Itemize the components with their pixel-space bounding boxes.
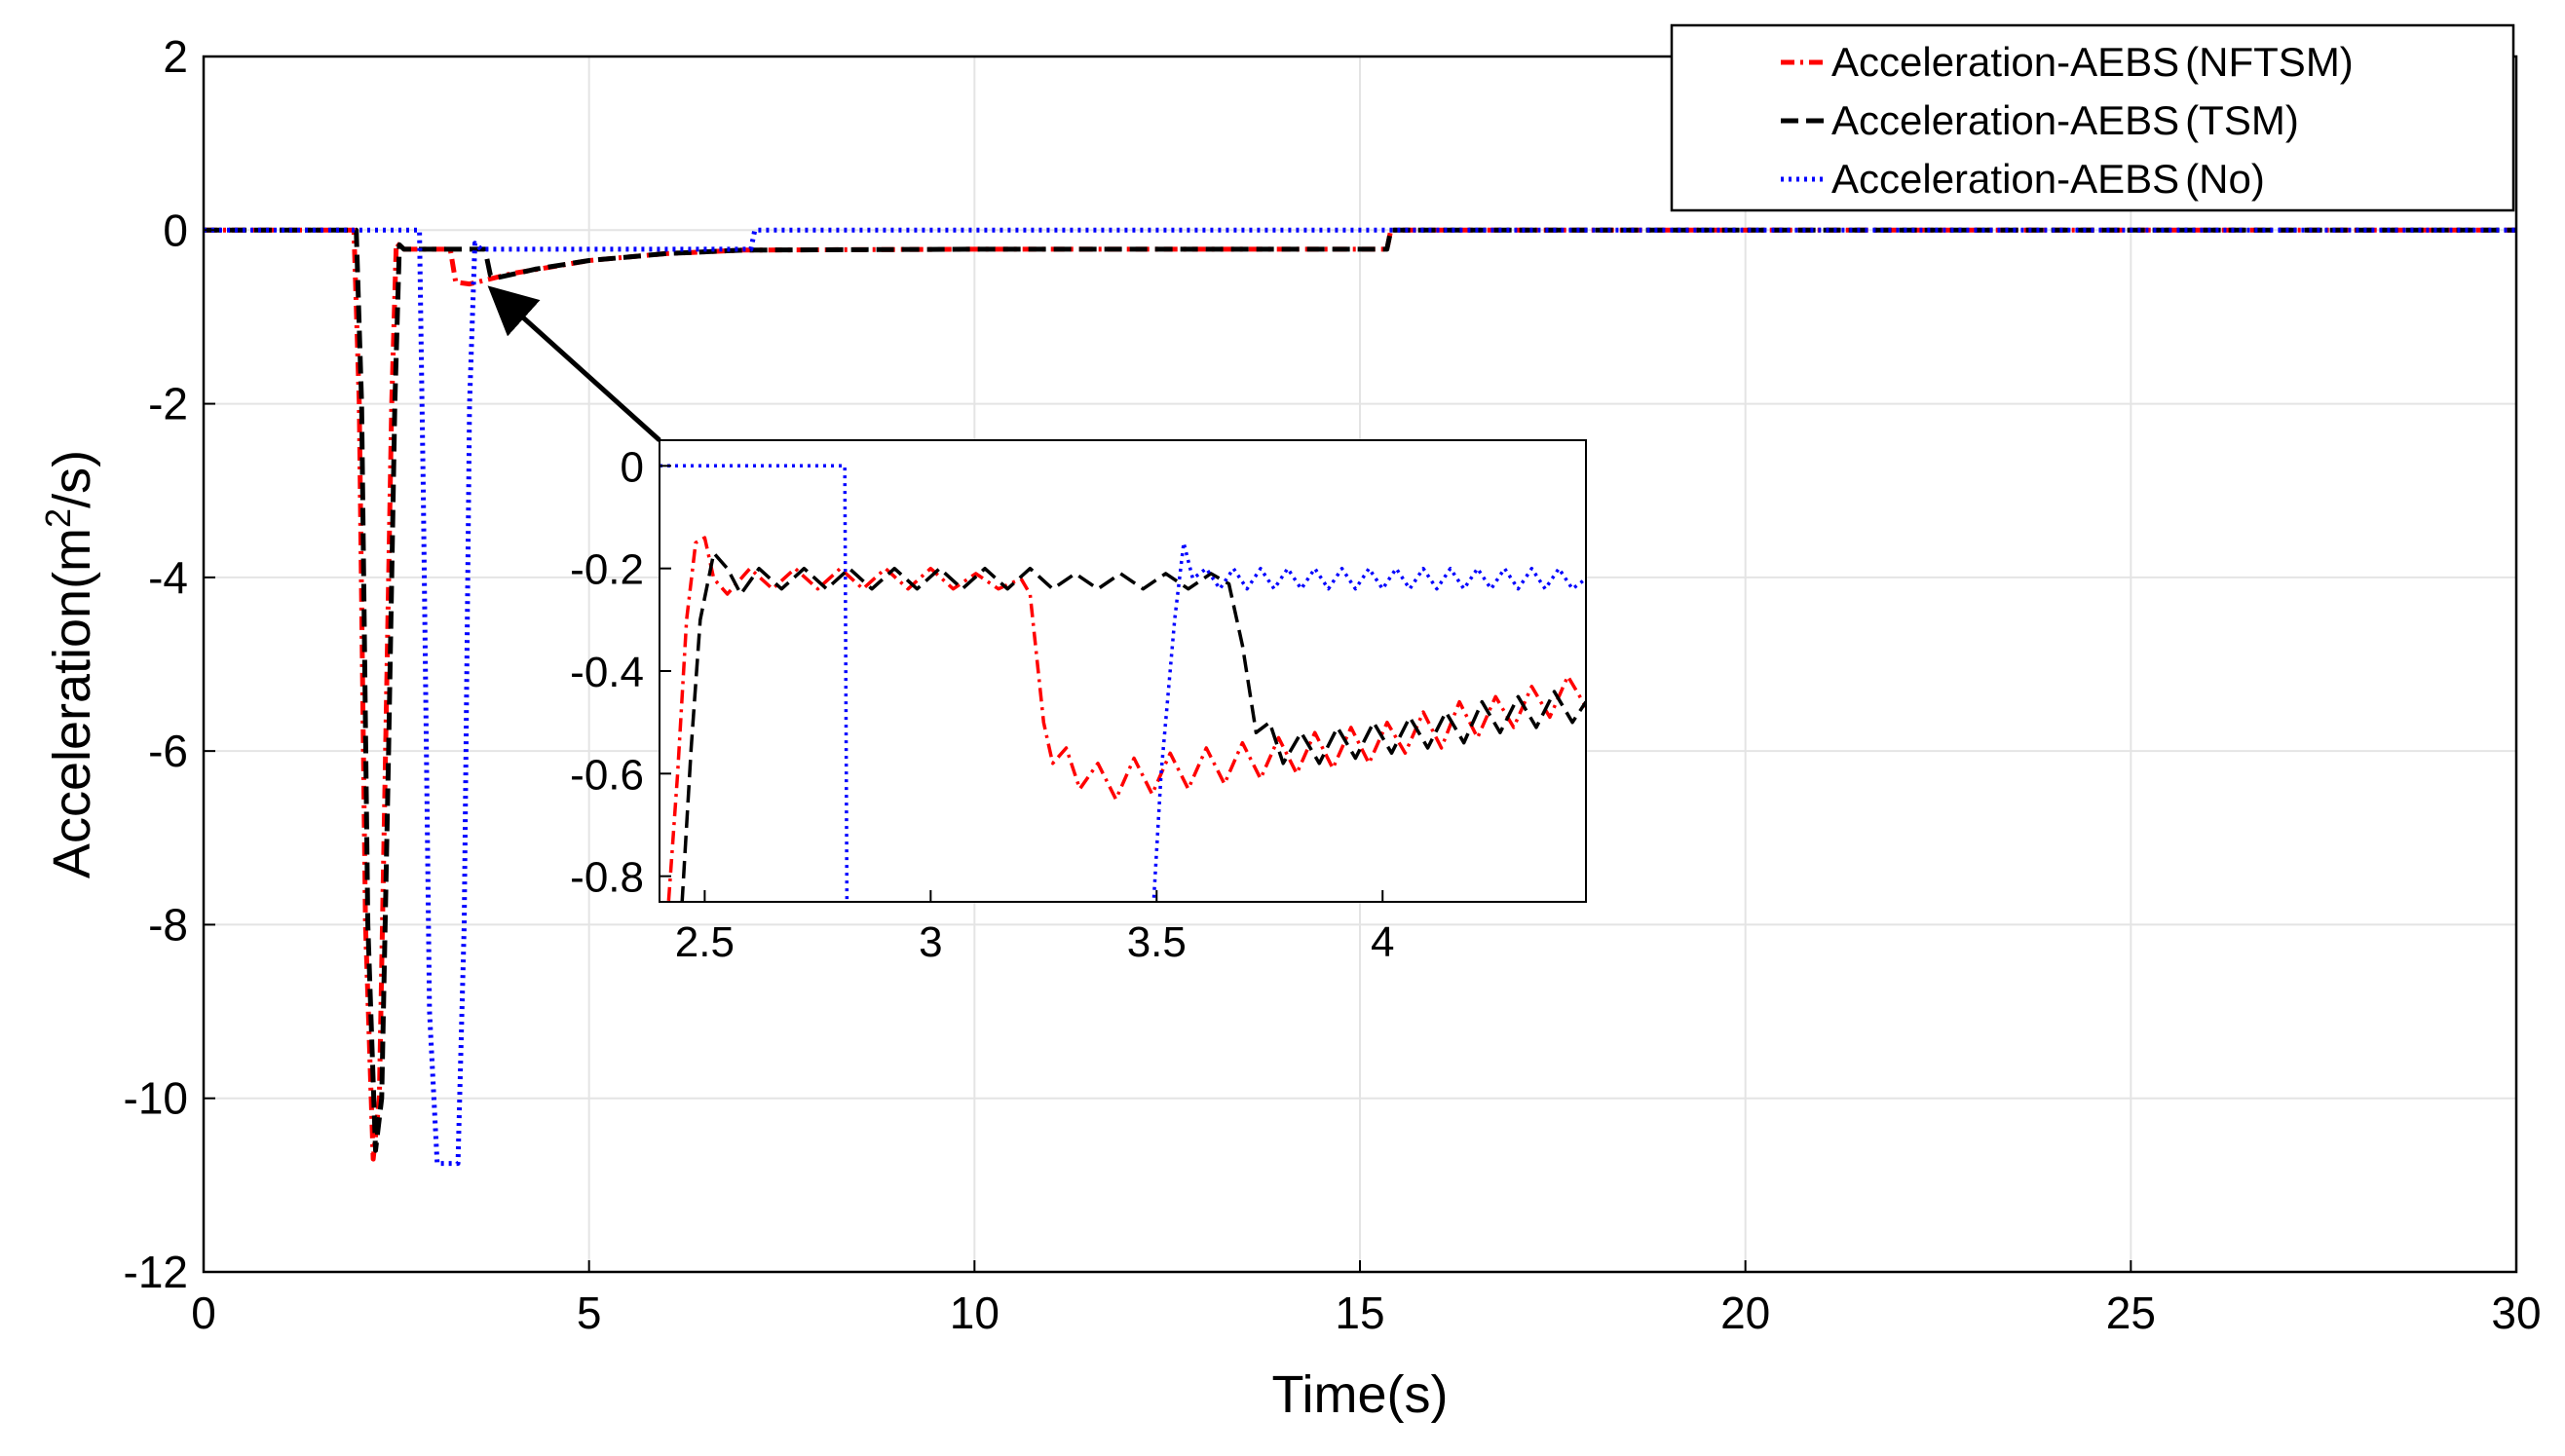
main-ytick-label: -6 [148, 726, 188, 776]
y-axis-label-tail: /s) [43, 450, 101, 508]
main-xtick-label: 10 [950, 1288, 1000, 1338]
legend-name-tsm: Acceleration-AEBS [1831, 97, 2179, 143]
inset-ytick-label: -0.2 [570, 546, 644, 594]
inset-ytick-label: 0 [621, 443, 644, 491]
main-ytick-label: -8 [148, 899, 188, 950]
x-axis-label: Time(s) [1272, 1365, 1449, 1424]
main-series-acceleration-aebs-no [204, 227, 2516, 1167]
legend-name-no: Acceleration-AEBS [1831, 156, 2179, 202]
legend-suffix-no: (No) [2185, 156, 2265, 202]
main-ytick-label: -4 [148, 552, 188, 603]
inset-xtick-label: 3 [919, 918, 942, 966]
inset-ticks: 2.5 3 3.5 4 0 -0.2 -0.4 -0.6 -0.8 [570, 443, 1394, 966]
inset-plot: 2.5 3 3.5 4 0 -0.2 -0.4 -0.6 -0.8 [570, 439, 1587, 966]
inset-series-acceleration-aebs-no [660, 464, 1586, 902]
main-xtick-label: 30 [2491, 1288, 2541, 1338]
main-ytick-label: -10 [124, 1073, 188, 1124]
inset-xtick-label: 3.5 [1127, 918, 1187, 966]
main-xtick-label: 0 [191, 1288, 216, 1338]
legend-suffix-nftsm: (NFTSM) [2185, 39, 2354, 85]
legend-label-no: Acceleration-AEBS (No) [1831, 156, 2265, 202]
legend-name-nftsm: Acceleration-AEBS [1831, 39, 2179, 85]
main-ytick-label: -2 [148, 379, 188, 429]
legend-label-tsm: Acceleration-AEBS (TSM) [1831, 97, 2299, 143]
main-ticks: 0 5 10 15 20 25 30-12-10-8-6-4-202 [124, 31, 2542, 1338]
inset-series-acceleration-aebs-tsm [680, 551, 1586, 902]
inset-series-acceleration-aebs-nftsm [666, 536, 1586, 902]
inset-ytick-label: -0.8 [570, 854, 644, 902]
inset-ytick-label: -0.4 [570, 649, 644, 696]
main-xtick-label: 5 [577, 1288, 602, 1338]
main-xtick-label: 20 [1720, 1288, 1770, 1338]
inset-xtick-label: 2.5 [675, 918, 735, 966]
main-ytick-label: -12 [124, 1247, 188, 1297]
main-ytick-label: 2 [163, 31, 188, 82]
inset-ytick-label: -0.6 [570, 751, 644, 799]
main-series [204, 227, 2516, 1167]
y-axis-label: Acceleration(m2/s) [38, 450, 101, 878]
legend-label-nftsm: Acceleration-AEBS (NFTSM) [1831, 39, 2354, 85]
y-axis-label-base: Acceleration(m [43, 528, 101, 878]
main-series-acceleration-aebs-tsm [204, 227, 2516, 1153]
main-xtick-label: 15 [1335, 1288, 1384, 1338]
inset-background [660, 440, 1586, 902]
main-xtick-label: 25 [2106, 1288, 2156, 1338]
inset-xtick-label: 4 [1371, 918, 1394, 966]
y-axis-label-superscript: 2 [38, 508, 78, 528]
zoom-arrow [487, 285, 661, 442]
inset-series [660, 464, 1586, 902]
main-ytick-label: 0 [163, 205, 188, 255]
legend-suffix-tsm: (TSM) [2185, 97, 2299, 143]
legend: Acceleration-AEBS (NFTSM) Acceleration-AE… [1670, 23, 2515, 212]
